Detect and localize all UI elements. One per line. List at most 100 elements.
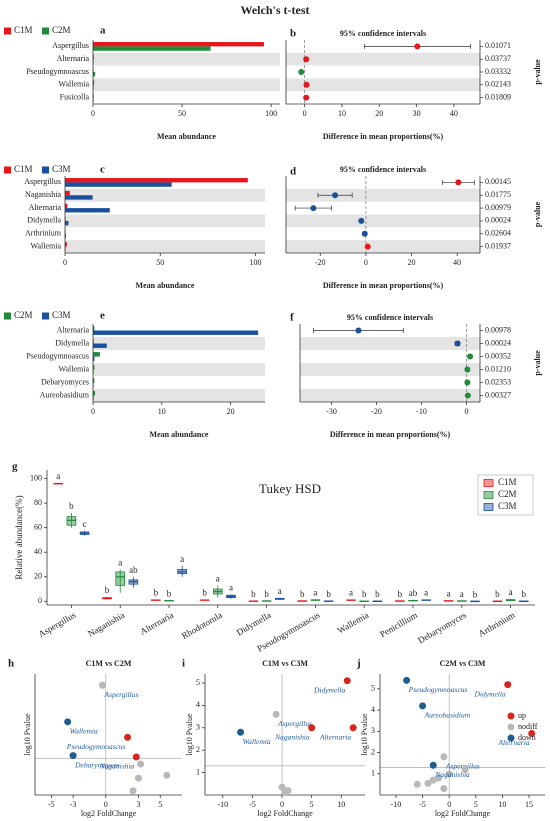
p-value-label: 0.02353 bbox=[485, 377, 511, 386]
x-tick-label: 10 bbox=[338, 109, 346, 118]
category-label: Alternaria bbox=[57, 325, 90, 334]
significance-letter: b bbox=[473, 589, 478, 599]
y-tick-label: 4 bbox=[196, 700, 200, 709]
x-tick-label: 5 bbox=[310, 800, 314, 809]
volcano-point bbox=[429, 761, 437, 769]
volcano-point bbox=[440, 785, 448, 793]
legend-swatch bbox=[483, 479, 494, 487]
significance-letter: b bbox=[167, 588, 172, 598]
x-tick-label: Debaryomyces bbox=[416, 610, 468, 646]
p-value-label: 0.00145 bbox=[485, 177, 511, 186]
legend-label: C3M bbox=[498, 501, 517, 511]
x-tick-label: Aspergillus bbox=[37, 610, 78, 640]
bar bbox=[65, 178, 248, 183]
p-value-label: 0.01937 bbox=[485, 241, 511, 250]
x-tick-label: 100 bbox=[249, 258, 261, 267]
box-body bbox=[115, 571, 125, 586]
bar bbox=[93, 42, 264, 47]
legend-label: C1M bbox=[14, 164, 33, 174]
significance-letter: a bbox=[460, 589, 464, 599]
point-label: Alternaria bbox=[497, 738, 529, 747]
x-tick-label: Alternaria bbox=[138, 610, 175, 637]
x-tick-label: -3 bbox=[70, 800, 77, 809]
x-tick-label: 30 bbox=[413, 109, 421, 118]
x-tick-label: 40 bbox=[453, 258, 461, 267]
bar bbox=[93, 391, 96, 396]
row-stripe bbox=[286, 188, 480, 202]
panel-label: d bbox=[290, 166, 296, 178]
point-label: Naganishia bbox=[434, 770, 470, 779]
category-label: Fusicolla bbox=[60, 92, 90, 101]
row-stripe bbox=[65, 188, 265, 202]
ci-point bbox=[364, 243, 371, 250]
row-stripe bbox=[65, 214, 265, 228]
x-tick-label: 0 bbox=[447, 800, 451, 809]
row-stripe bbox=[300, 389, 480, 402]
legend-label: up bbox=[518, 711, 526, 720]
y-tick-label: 2 bbox=[371, 747, 375, 756]
significance-letter: b bbox=[202, 588, 207, 598]
volcano-point bbox=[284, 787, 292, 795]
point-label: Aureobasidium bbox=[424, 711, 471, 720]
category-label: Didymella bbox=[55, 338, 89, 347]
legend-marker bbox=[507, 723, 515, 731]
ci-point bbox=[303, 56, 310, 63]
right-axis-label: p-value bbox=[533, 59, 542, 85]
legend-swatch bbox=[483, 491, 494, 499]
x-axis-label: log2 FoldChange bbox=[257, 809, 313, 818]
x-tick-label: 20 bbox=[408, 258, 416, 267]
panel-title: 95% confidence intervals bbox=[347, 313, 433, 322]
y-tick-label: 2 bbox=[196, 745, 200, 754]
category-label: Aspergillus bbox=[52, 41, 89, 50]
x-tick-label: 10 bbox=[498, 800, 506, 809]
point-label: Aspergillus bbox=[445, 762, 480, 771]
row-stripe bbox=[286, 214, 480, 228]
y-tick-label: 3 bbox=[196, 723, 200, 732]
legend-label: C2M bbox=[14, 310, 33, 320]
y-tick-label: 80 bbox=[34, 498, 42, 507]
significance-letter: b bbox=[495, 589, 500, 599]
x-tick-label: -5 bbox=[419, 800, 426, 809]
row-stripe bbox=[286, 78, 480, 92]
legend-label: down bbox=[518, 733, 536, 742]
significance-letter: b bbox=[154, 588, 159, 598]
category-label: Debaryomyces bbox=[41, 377, 89, 386]
legend-swatch bbox=[42, 27, 49, 35]
legend-label: C3M bbox=[52, 310, 71, 320]
volcano-point bbox=[424, 779, 432, 787]
panel-title: 95% confidence intervals bbox=[340, 165, 426, 174]
x-tick-label: -20 bbox=[371, 407, 382, 416]
panel-label: j bbox=[356, 658, 361, 670]
x-tick-label: 0 bbox=[104, 800, 108, 809]
volcano-point bbox=[237, 728, 245, 736]
p-value-label: 0.00327 bbox=[485, 390, 511, 399]
panel-label: h bbox=[8, 658, 14, 670]
category-label: Pseudogymnoascus bbox=[26, 351, 89, 360]
bar bbox=[93, 72, 96, 77]
ci-point bbox=[464, 379, 471, 386]
x-tick-label: Naganishia bbox=[86, 610, 126, 639]
bar bbox=[65, 203, 68, 209]
point-label: Naganishia bbox=[99, 762, 135, 771]
ci-point bbox=[464, 392, 471, 399]
volcano-point bbox=[419, 702, 427, 710]
row-stripe bbox=[300, 363, 480, 376]
bar bbox=[65, 233, 66, 239]
x-tick-label: 50 bbox=[178, 109, 186, 118]
panel-label: i bbox=[182, 658, 185, 670]
volcano-point bbox=[132, 753, 140, 761]
ci-point bbox=[455, 179, 462, 186]
legend-frame bbox=[477, 474, 534, 516]
ci-point bbox=[464, 366, 471, 373]
category-label: Naganishia bbox=[25, 190, 61, 199]
p-value-label: 0.03737 bbox=[485, 54, 511, 63]
legend-marker bbox=[507, 734, 515, 742]
legend-label: C3M bbox=[52, 164, 71, 174]
bar bbox=[93, 54, 94, 60]
bar bbox=[65, 182, 172, 187]
significance-letter: a bbox=[118, 557, 122, 567]
x-tick-label: 50 bbox=[156, 258, 164, 267]
significance-letter: b bbox=[264, 589, 269, 599]
ci-point bbox=[467, 353, 474, 360]
x-tick-label: -10 bbox=[217, 800, 228, 809]
